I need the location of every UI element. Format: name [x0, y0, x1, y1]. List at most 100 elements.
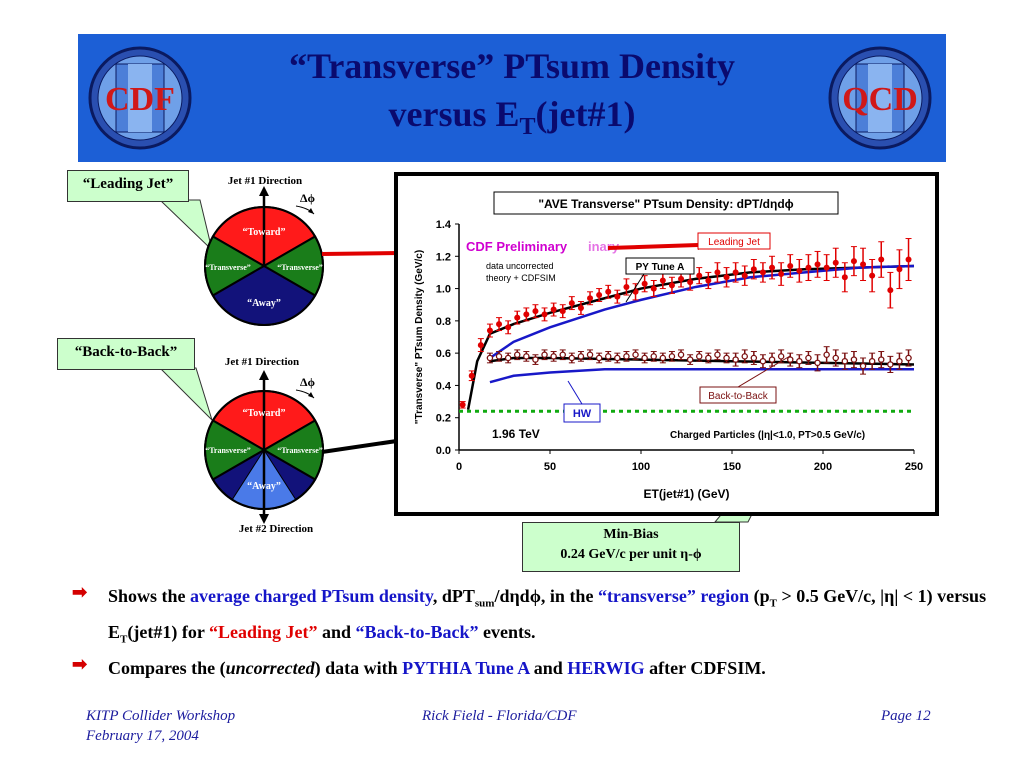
chart-frame: 0.0 0.2 0.4 0.6 0.8 1.0 1.2 1.4 0 50 100 150 200 250 E…	[394, 172, 939, 516]
data-point	[532, 308, 539, 315]
data-point	[523, 353, 530, 360]
data-point	[905, 354, 912, 362]
uncorrected-label: data uncorrected	[486, 261, 554, 271]
svg-text:QCD: QCD	[842, 81, 918, 118]
data-point	[832, 354, 839, 362]
data-point	[668, 353, 676, 360]
data-point	[614, 354, 621, 362]
transverse-left-label-bottom: “Transverse”	[205, 446, 251, 455]
data-point	[723, 274, 730, 281]
data-point	[759, 357, 767, 365]
data-point	[495, 353, 503, 360]
jet1-direction-label-bottom: Jet #1 Direction	[225, 356, 299, 368]
data-point	[778, 271, 785, 278]
qcd-logo: QCD	[828, 46, 932, 150]
toward-label-bottom: “Toward”	[243, 408, 286, 419]
data-point	[741, 272, 748, 279]
data-point	[878, 256, 885, 263]
data-point	[714, 269, 721, 276]
x-tick-label: 0	[456, 461, 462, 473]
leading-jet-arrow	[608, 238, 712, 250]
data-point	[596, 292, 603, 299]
data-point	[577, 353, 585, 360]
data-point	[796, 267, 803, 274]
theory-curve-3	[489, 368, 914, 384]
x-tick-label: 50	[544, 461, 556, 473]
footer-page: Page 12	[881, 708, 931, 724]
data-point	[732, 356, 739, 363]
data-point	[505, 324, 512, 331]
data-point	[504, 354, 512, 362]
minbias-value: 0.24 GeV/c per unit η-ϕ	[560, 547, 702, 562]
y-axis-label: "Transverse" PTsum Density (GeV/c)	[414, 250, 425, 424]
y-tick-label: 1.4	[436, 219, 452, 231]
y-tick-label: 0.2	[436, 413, 451, 425]
data-point	[523, 311, 530, 318]
data-point	[887, 361, 894, 368]
theory-curve-2	[489, 264, 915, 360]
data-point	[686, 356, 694, 363]
x-tick-label: 200	[814, 461, 832, 473]
pytune-pointer	[625, 273, 645, 303]
minbias-label: Min-Bias	[603, 527, 659, 542]
data-point	[459, 401, 466, 408]
data-point	[696, 272, 703, 279]
arrow-right-icon: ➡	[72, 582, 88, 602]
data-point	[678, 275, 685, 282]
data-point	[668, 282, 675, 289]
data-point	[496, 321, 503, 328]
data-point	[632, 351, 639, 359]
footer-workshop: KITP Collider Workshop	[86, 708, 236, 724]
back-to-back-pointer	[737, 355, 791, 388]
theory-curve-1	[489, 356, 915, 366]
data-point	[750, 354, 758, 362]
data-point	[741, 353, 748, 360]
preliminary-label: CDF Preliminary	[466, 239, 568, 254]
data-point	[550, 353, 557, 360]
away-label-top: “Away”	[247, 298, 281, 309]
data-point	[769, 264, 776, 271]
data-point	[723, 354, 730, 362]
data-point	[641, 354, 648, 362]
data-point	[541, 311, 548, 318]
bullet-2-text: Compares the (uncorrected) data with PYT…	[108, 658, 766, 678]
data-point	[577, 304, 584, 311]
x-tick-label: 250	[905, 461, 923, 473]
y-tick-label: 0.0	[436, 445, 451, 457]
data-point	[677, 351, 685, 359]
data-point	[805, 264, 812, 271]
data-point	[786, 356, 794, 363]
arrow-right-icon: ➡	[72, 654, 88, 674]
transverse-right-label-top: “Transverse”	[277, 263, 323, 272]
theory-curve-0	[466, 264, 915, 410]
data-point	[777, 353, 785, 360]
chart-title-box	[493, 191, 839, 215]
bullet-1-text: Shows the average charged PTsum density,…	[108, 586, 987, 646]
away-label-bottom: “Away”	[247, 481, 281, 492]
data-point	[486, 354, 494, 362]
energy-label: 1.96 TeV	[492, 427, 540, 441]
title-banner: CDF QCD “Transverse” PTsum Density versu…	[78, 34, 946, 162]
data-point	[787, 262, 794, 269]
data-point	[814, 359, 821, 367]
data-point	[695, 353, 703, 360]
data-point	[604, 353, 612, 360]
transverse-density-chart: 0.0 0.2 0.4 0.6 0.8 1.0 1.2 1.4 0 50 100 150 200 250 E…	[414, 191, 923, 501]
leading-jet-box	[697, 232, 771, 250]
data-point	[559, 308, 566, 315]
cdf-logo: CDF	[88, 46, 192, 150]
data-point	[705, 354, 712, 362]
x-tick-label: 100	[632, 461, 650, 473]
data-point	[814, 261, 821, 268]
pytune-label: PY Tune A	[636, 262, 685, 273]
minbias-callout: Min-Bias 0.24 GeV/c per unit η-ϕ	[522, 522, 740, 572]
leading-jet-callout: “Leading Jet”	[67, 170, 189, 202]
jet2-direction-label: Jet #2 Direction	[239, 523, 313, 535]
page-title: “Transverse” PTsum Density	[288, 46, 735, 86]
data-point	[550, 306, 557, 313]
jet1-direction-label-top: Jet #1 Direction	[228, 175, 302, 187]
data-point	[896, 266, 903, 273]
data-point	[759, 269, 766, 276]
transverse-right-label-bottom: “Transverse”	[277, 446, 323, 455]
